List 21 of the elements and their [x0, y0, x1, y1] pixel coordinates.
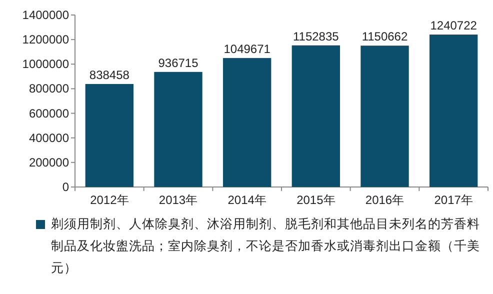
y-tick-label: 400000 [28, 130, 70, 145]
y-tick-label: 1200000 [22, 32, 70, 47]
y-tick-label: 600000 [28, 106, 70, 120]
data-label: 1150662 [362, 30, 408, 44]
data-label: 838458 [89, 68, 130, 82]
x-tick-label: 2017年 [434, 193, 473, 207]
x-tick-label: 2013年 [158, 193, 198, 207]
y-tick-label: 0 [62, 180, 70, 194]
data-label: 1049671 [224, 42, 271, 56]
y-tick-label: 1400000 [22, 8, 70, 22]
x-tick-label: 2016年 [365, 193, 404, 207]
y-tick-label: 1000000 [22, 57, 70, 72]
y-tick-label: 800000 [28, 82, 70, 96]
legend-label: 剃须用制剂、人体除臭剂、沐浴用制剂、脱毛剂和其他品目未列名的芳香料制品及化妆盥洗品；室内除臭剂，不论是否加香水或消毒剂出口金额（千美元） [51, 216, 481, 277]
data-label: 1152835 [293, 29, 340, 44]
x-tick-label: 2015年 [296, 193, 336, 207]
data-label: 936715 [158, 56, 199, 70]
x-tick-label: 2014年 [228, 193, 266, 207]
x-tick-label: 2012年 [90, 193, 129, 207]
data-label: 1240722 [430, 18, 478, 33]
y-tick-label: 200000 [28, 155, 70, 170]
